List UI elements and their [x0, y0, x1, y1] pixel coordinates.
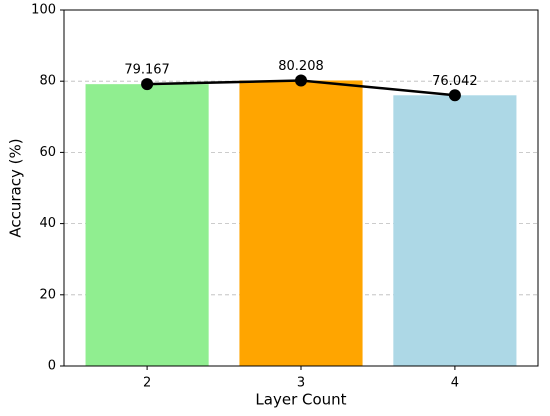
point [295, 74, 307, 87]
y-tick-label: 100 [31, 3, 56, 18]
x-tick-label: 3 [297, 376, 305, 391]
y-tick-label: 40 [39, 216, 56, 231]
bar [239, 80, 363, 366]
y-tick-label: 20 [39, 287, 56, 302]
value-label: 79.167 [124, 63, 170, 78]
point [141, 78, 154, 91]
plot-frame [63, 9, 539, 367]
y-tick-label: 0 [48, 359, 56, 374]
value-label: 80.208 [278, 59, 324, 74]
x-tick-label: 4 [451, 376, 459, 391]
point [448, 89, 461, 102]
y-axis-label: Accuracy (%) [7, 138, 25, 237]
y-tick-label: 80 [39, 74, 56, 89]
value-label: 76.042 [432, 74, 478, 89]
bar [393, 95, 517, 367]
x-axis-label: Layer Count [255, 391, 346, 409]
x-tick-label: 2 [143, 376, 151, 391]
y-tick-label: 60 [39, 145, 56, 160]
bar [85, 84, 209, 367]
